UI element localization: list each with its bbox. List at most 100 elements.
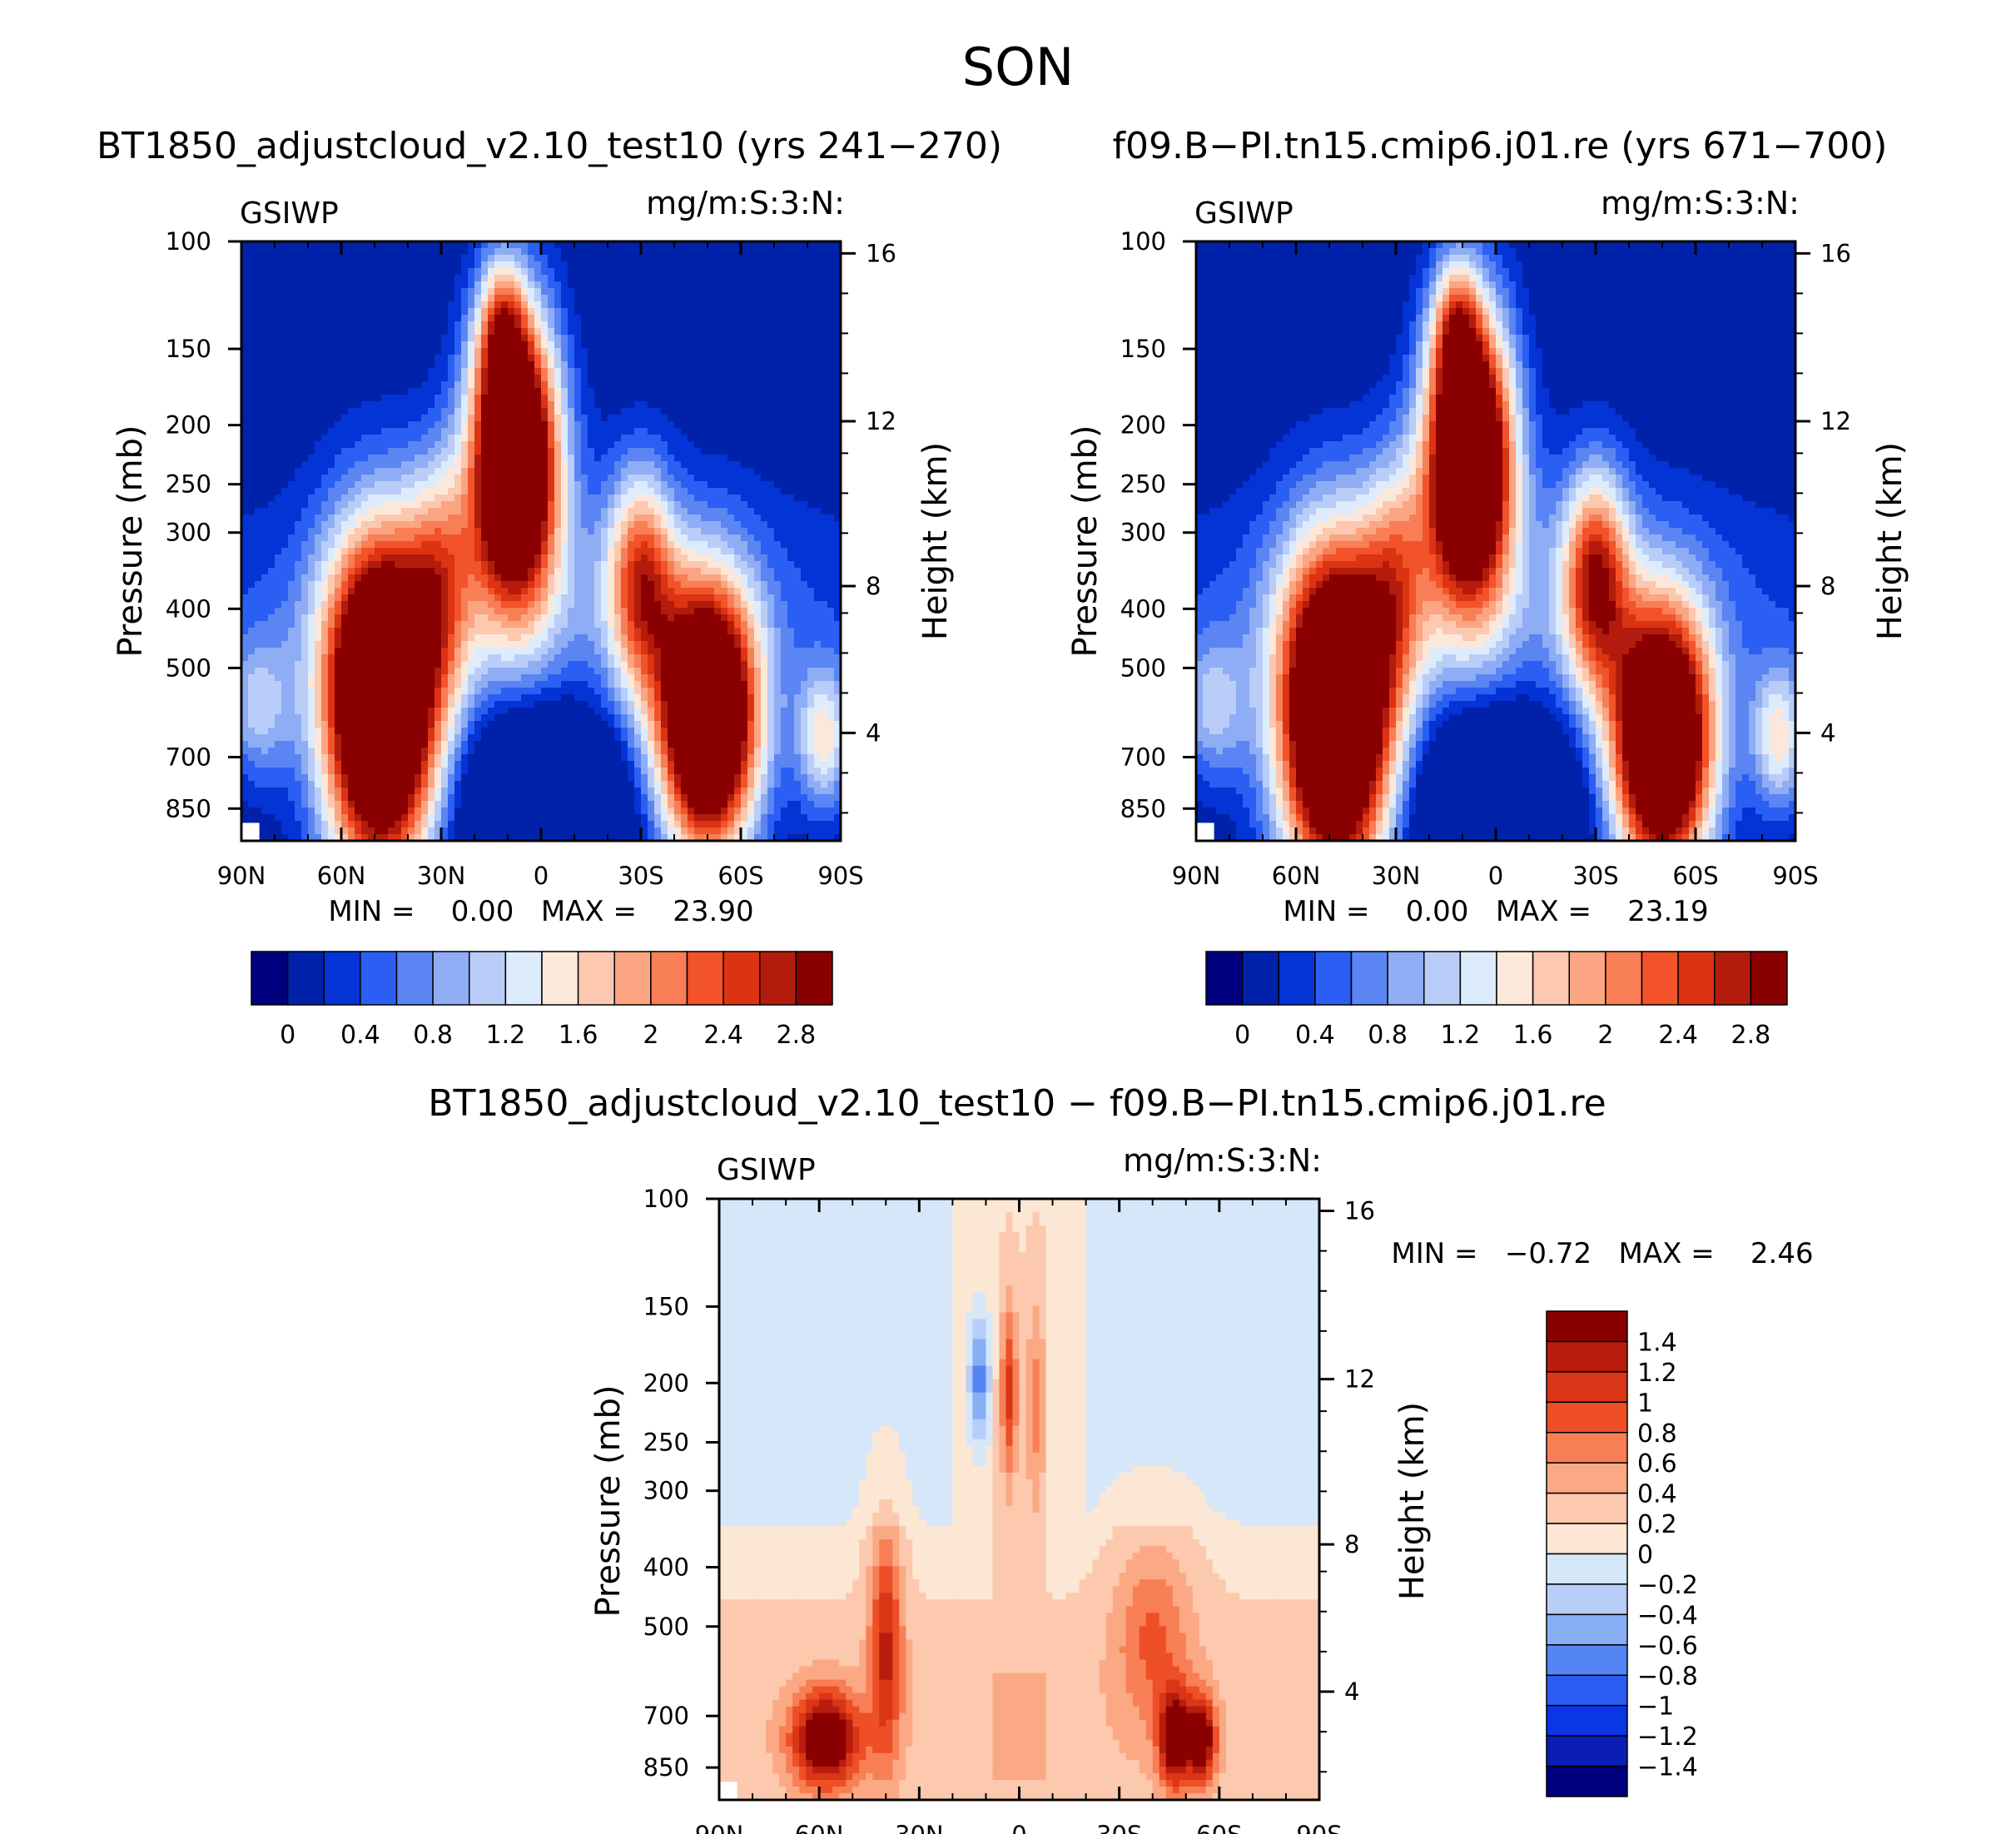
field-cell — [281, 375, 289, 382]
field-cell — [288, 481, 295, 489]
field-cell — [781, 534, 788, 542]
field-cell — [674, 534, 682, 542]
field-cell — [241, 561, 249, 569]
field-cell — [248, 261, 256, 269]
field-cell — [255, 501, 262, 509]
field-cell — [588, 581, 595, 589]
field-cell — [701, 601, 708, 609]
field-cell — [474, 534, 482, 542]
field-cell — [708, 395, 715, 402]
field-cell — [328, 328, 335, 335]
field-cell — [581, 268, 588, 276]
field-cell — [588, 401, 595, 409]
field-cell — [268, 514, 276, 522]
field-cell — [421, 588, 429, 595]
field-cell — [434, 468, 442, 475]
field-cell — [421, 568, 429, 575]
field-cell — [708, 534, 715, 542]
field-cell — [268, 501, 276, 509]
field-cell — [561, 395, 569, 402]
field-cell — [794, 554, 802, 562]
field-cell — [301, 328, 309, 335]
field-cell — [534, 528, 542, 535]
field-cell — [494, 501, 502, 509]
field-cell — [348, 521, 355, 529]
field-cell — [395, 514, 402, 522]
field-cell — [248, 455, 256, 462]
field-cell — [814, 455, 822, 462]
field-cell — [601, 395, 608, 402]
field-cell — [601, 301, 608, 309]
field-cell — [787, 435, 795, 442]
field-cell — [268, 541, 276, 549]
field-cell — [668, 361, 675, 369]
field-cell — [794, 548, 802, 555]
field-cell — [668, 534, 675, 542]
field-cell — [474, 241, 482, 249]
field-cell — [281, 608, 289, 615]
field-cell — [834, 461, 842, 469]
field-cell — [268, 461, 276, 469]
field-cell — [661, 435, 668, 442]
field-cell — [548, 508, 555, 515]
field-cell — [814, 528, 822, 535]
field-cell — [688, 441, 695, 449]
field-cell — [421, 335, 429, 342]
field-cell — [315, 315, 322, 322]
field-cell — [821, 594, 828, 602]
field-cell — [548, 261, 555, 269]
field-cell — [727, 268, 735, 276]
field-cell — [408, 321, 415, 329]
field-cell — [494, 534, 502, 542]
field-cell — [814, 481, 822, 489]
field-cell — [368, 508, 375, 515]
field-cell — [321, 461, 329, 469]
field-cell — [821, 541, 828, 549]
field-cell — [628, 375, 635, 382]
field-cell — [428, 268, 435, 276]
field-cell — [674, 328, 682, 335]
field-cell — [461, 468, 469, 475]
field-cell — [548, 548, 555, 555]
field-cell — [501, 341, 509, 349]
field-cell — [288, 568, 295, 575]
field-cell — [727, 488, 735, 495]
field-cell — [734, 488, 742, 495]
field-cell — [421, 574, 429, 582]
field-cell — [361, 348, 369, 355]
field-cell — [375, 601, 382, 609]
field-cell — [741, 395, 748, 402]
field-cell — [581, 475, 588, 482]
field-cell — [375, 395, 382, 402]
field-cell — [454, 408, 462, 415]
field-cell — [388, 534, 395, 542]
field-cell — [654, 368, 662, 375]
field-cell — [574, 335, 582, 342]
field-cell — [288, 428, 295, 435]
field-cell — [288, 581, 295, 589]
field-cell — [355, 355, 362, 362]
field-cell — [554, 501, 562, 509]
field-cell — [514, 488, 522, 495]
field-cell — [688, 268, 695, 276]
field-cell — [381, 468, 389, 475]
field-cell — [747, 341, 755, 349]
field-cell — [634, 455, 642, 462]
field-cell — [514, 601, 522, 609]
field-cell — [288, 255, 295, 262]
field-cell — [494, 475, 502, 482]
field-cell — [628, 581, 635, 589]
field-cell — [734, 375, 742, 382]
field-cell — [581, 368, 588, 375]
field-cell — [827, 355, 835, 362]
field-cell — [395, 301, 402, 309]
field-cell — [321, 581, 329, 589]
field-cell — [514, 361, 522, 369]
field-cell — [688, 581, 695, 589]
field-cell — [521, 361, 529, 369]
field-cell — [608, 328, 615, 335]
field-cell — [348, 601, 355, 609]
field-cell — [301, 488, 309, 495]
field-cell — [255, 335, 262, 342]
field-cell — [328, 541, 335, 549]
